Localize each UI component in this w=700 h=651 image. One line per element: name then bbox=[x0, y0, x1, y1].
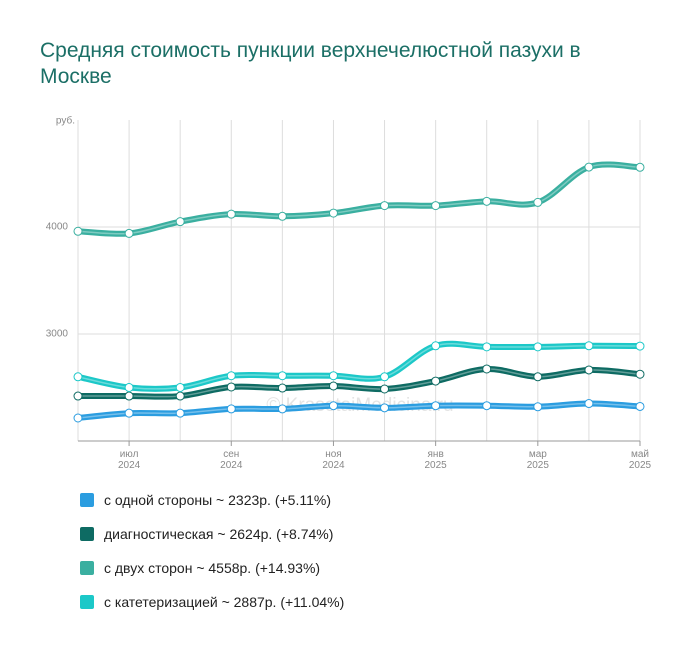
point bbox=[226, 371, 236, 381]
point bbox=[584, 162, 594, 172]
point bbox=[277, 371, 287, 381]
point bbox=[73, 413, 83, 423]
point bbox=[482, 342, 492, 352]
point bbox=[175, 391, 185, 401]
point bbox=[175, 408, 185, 418]
x-tick-label: май 2025 bbox=[628, 449, 652, 471]
x-tick-label: июл 2024 bbox=[117, 449, 141, 471]
point bbox=[635, 162, 645, 172]
point bbox=[277, 404, 287, 414]
point bbox=[328, 208, 338, 218]
y-tick-label: 3000 bbox=[46, 329, 69, 340]
point bbox=[380, 384, 390, 394]
point bbox=[533, 402, 543, 412]
point bbox=[584, 399, 594, 409]
point bbox=[584, 341, 594, 351]
legend-swatch bbox=[80, 493, 94, 507]
point bbox=[124, 391, 134, 401]
legend-swatch bbox=[80, 561, 94, 575]
point bbox=[73, 226, 83, 236]
legend-label: с одной стороны ~ 2323р. (+5.11%) bbox=[104, 492, 331, 508]
point bbox=[635, 401, 645, 411]
point bbox=[277, 211, 287, 221]
point bbox=[73, 372, 83, 382]
legend-item: диагностическая ~ 2624р. (+8.74%) bbox=[80, 524, 333, 544]
y-tick-label: 4000 bbox=[46, 222, 69, 233]
point bbox=[175, 383, 185, 392]
legend-swatch bbox=[80, 527, 94, 541]
point bbox=[226, 209, 236, 219]
point bbox=[431, 341, 441, 351]
point bbox=[124, 228, 134, 238]
point bbox=[533, 197, 543, 207]
x-tick-label: мар 2025 bbox=[526, 449, 549, 471]
series-line bbox=[75, 161, 643, 237]
point bbox=[635, 341, 645, 351]
point bbox=[73, 391, 83, 401]
point bbox=[533, 372, 543, 382]
point bbox=[635, 369, 645, 379]
point bbox=[380, 201, 390, 211]
point bbox=[226, 404, 236, 414]
x-tick-label: ноя 2024 bbox=[322, 449, 345, 471]
chart-title: Средняя стоимость пункции верхнечелюстно… bbox=[40, 39, 581, 88]
legend-swatch bbox=[80, 595, 94, 609]
legend-item: с одной стороны ~ 2323р. (+5.11%) bbox=[80, 490, 331, 510]
point bbox=[328, 401, 338, 411]
x-tick-label: сен 2024 bbox=[220, 449, 243, 471]
series-line bbox=[75, 365, 643, 400]
point bbox=[277, 383, 287, 393]
point bbox=[175, 217, 185, 227]
point bbox=[124, 408, 134, 418]
x-tick-label: янв 2025 bbox=[424, 449, 447, 471]
legend-label: диагностическая ~ 2624р. (+8.74%) bbox=[104, 526, 334, 542]
legend-label: с катетеризацией ~ 2887р. (+11.04%) bbox=[104, 594, 345, 610]
legend-item: с катетеризацией ~ 2887р. (+11.04%) bbox=[80, 592, 344, 612]
point bbox=[380, 403, 390, 413]
point bbox=[226, 382, 236, 392]
legend-item: с двух сторон ~ 4558р. (+14.93%) bbox=[80, 558, 320, 578]
point bbox=[328, 371, 338, 381]
point bbox=[584, 365, 594, 375]
legend-label: с двух сторон ~ 4558р. (+14.93%) bbox=[104, 560, 321, 576]
series-line bbox=[75, 340, 643, 392]
y-axis-label: руб. bbox=[56, 115, 75, 127]
point bbox=[533, 342, 543, 352]
point bbox=[482, 196, 492, 206]
series-line-highlight bbox=[77, 343, 641, 390]
point bbox=[431, 376, 441, 386]
point bbox=[431, 201, 441, 211]
point bbox=[482, 401, 492, 411]
point bbox=[328, 381, 338, 391]
point bbox=[482, 364, 492, 374]
point bbox=[431, 401, 441, 411]
point bbox=[380, 372, 390, 382]
point bbox=[124, 383, 134, 392]
